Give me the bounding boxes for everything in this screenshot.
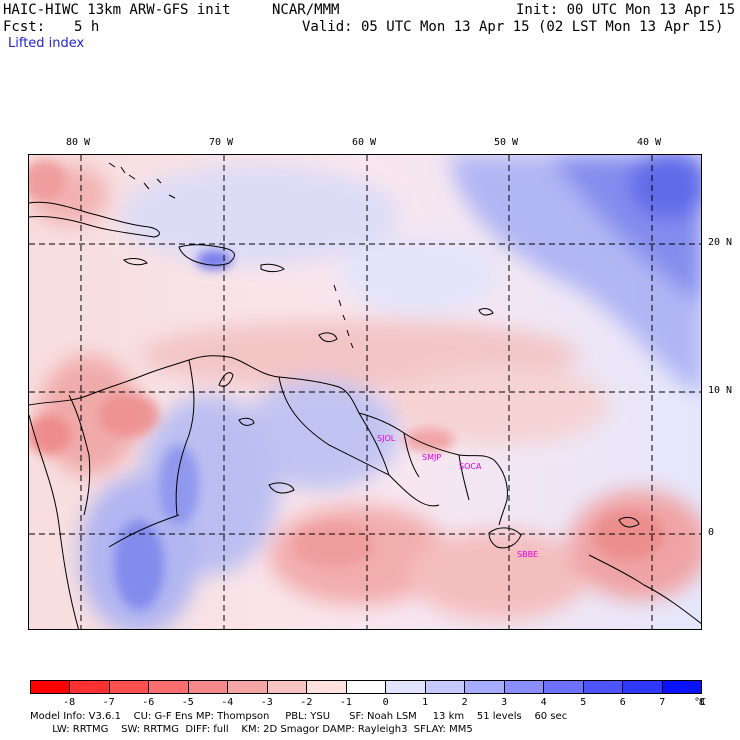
color-swatch xyxy=(544,681,584,693)
colorbar-tick-label: -2 xyxy=(300,697,313,708)
colorbar-tick-label: -1 xyxy=(339,697,352,708)
colorbar-tick-label: 1 xyxy=(422,697,429,708)
colorbar-tick-label: 2 xyxy=(461,697,468,708)
station-label: SOCA xyxy=(459,462,482,471)
colorbar-tick-label: 7 xyxy=(659,697,666,708)
color-swatch xyxy=(504,681,545,693)
color-swatch xyxy=(623,681,663,693)
station-label: SMJP xyxy=(422,453,441,462)
colorbar-tick-label: -3 xyxy=(260,697,273,708)
lat-label: 20 N xyxy=(708,237,733,248)
color-swatch xyxy=(662,681,701,693)
colorbar-tick-label: 3 xyxy=(501,697,508,708)
color-swatch xyxy=(425,681,466,693)
valid-time: Valid: 05 UTC Mon 13 Apr 15 (02 LST Mon … xyxy=(302,19,724,35)
station-label: SJOL xyxy=(377,434,396,443)
lat-label: 0 xyxy=(708,527,715,538)
lat-label: 10 N xyxy=(708,385,733,396)
color-swatch xyxy=(346,681,387,693)
colorbar-tick-label: 5 xyxy=(580,697,587,708)
model-title: HAIC-HIWC 13km ARW-GFS init xyxy=(3,2,231,18)
model-info-line2: LW: RRTMG SW: RRTMG DIFF: full KM: 2D Sm… xyxy=(30,724,473,735)
colorbar-tick-label: 8 xyxy=(698,697,705,708)
forecast-label: Fcst: xyxy=(3,19,46,35)
lon-label: 70 W xyxy=(209,137,234,148)
colorbar-tick-label: -4 xyxy=(221,697,234,708)
unit-label: °C xyxy=(694,697,707,708)
lon-label: 80 W xyxy=(66,137,91,148)
color-swatch xyxy=(31,681,71,693)
source-label: NCAR/MMM xyxy=(272,2,340,18)
lifted-index-map: SJOL SMJP SOCA SBBE xyxy=(28,154,702,630)
color-scale-bar xyxy=(30,680,702,694)
init-time: Init: 00 UTC Mon 13 Apr 15 xyxy=(516,2,736,18)
color-swatch xyxy=(70,681,110,693)
lon-label: 60 W xyxy=(352,137,377,148)
color-swatch xyxy=(109,681,150,693)
colorbar-tick-label: -6 xyxy=(142,697,155,708)
colorbar-tick-label: -5 xyxy=(181,697,194,708)
model-info-line1: Model Info: V3.6.1 CU: G-F Ens MP: Thomp… xyxy=(30,711,568,722)
colorbar-tick-label: 0 xyxy=(382,697,389,708)
color-swatch xyxy=(583,681,624,693)
colorbar-tick-label: 4 xyxy=(540,697,547,708)
color-swatch xyxy=(149,681,189,693)
map-canvas: SJOL SMJP SOCA SBBE xyxy=(29,155,701,629)
station-label: SBBE xyxy=(517,550,538,559)
colorbar-tick-label: 6 xyxy=(619,697,626,708)
color-swatch xyxy=(386,681,426,693)
color-swatch xyxy=(188,681,229,693)
lon-label: 40 W xyxy=(637,137,662,148)
color-swatch xyxy=(228,681,268,693)
forecast-hours: 5 h xyxy=(74,19,100,35)
field-name: Lifted index xyxy=(8,36,85,51)
lon-label: 50 W xyxy=(494,137,519,148)
color-swatch xyxy=(465,681,505,693)
color-swatch xyxy=(307,681,347,693)
colorbar-tick-label: -8 xyxy=(63,697,76,708)
colorbar-tick-label: -7 xyxy=(102,697,115,708)
color-swatch xyxy=(267,681,308,693)
